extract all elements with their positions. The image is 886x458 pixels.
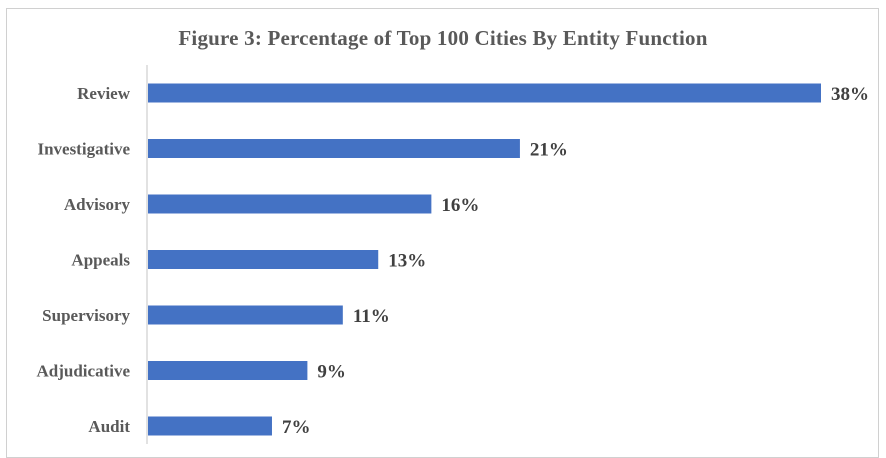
value-label: 38% bbox=[831, 84, 869, 105]
bar-advisory bbox=[148, 194, 432, 214]
value-label: 13% bbox=[388, 251, 426, 272]
bar-supervisory bbox=[148, 305, 343, 325]
category-label: Review bbox=[77, 84, 131, 103]
bar-appeals bbox=[148, 250, 379, 269]
bar-review bbox=[148, 83, 821, 103]
bar-audit bbox=[148, 416, 272, 436]
bar-chart: Review 38% Investigative 21% Advisory 16% Appe… bbox=[37, 65, 869, 444]
value-label: 16% bbox=[441, 195, 479, 216]
category-label: Advisory bbox=[64, 195, 131, 214]
category-label: Supervisory bbox=[42, 306, 130, 325]
category-label: Appeals bbox=[71, 251, 130, 270]
category-label: Investigative bbox=[37, 140, 130, 159]
bar-adjudicative bbox=[148, 361, 308, 380]
category-label: Adjudicative bbox=[37, 362, 131, 381]
category-label: Audit bbox=[88, 417, 130, 436]
bar-investigative bbox=[148, 139, 520, 158]
value-label: 7% bbox=[282, 417, 311, 438]
chart-frame bbox=[6, 8, 879, 458]
value-label: 21% bbox=[530, 140, 568, 161]
value-label: 11% bbox=[353, 306, 390, 327]
value-label: 9% bbox=[317, 362, 346, 383]
chart-title: Figure 3: Percentage of Top 100 Cities B… bbox=[178, 26, 708, 50]
